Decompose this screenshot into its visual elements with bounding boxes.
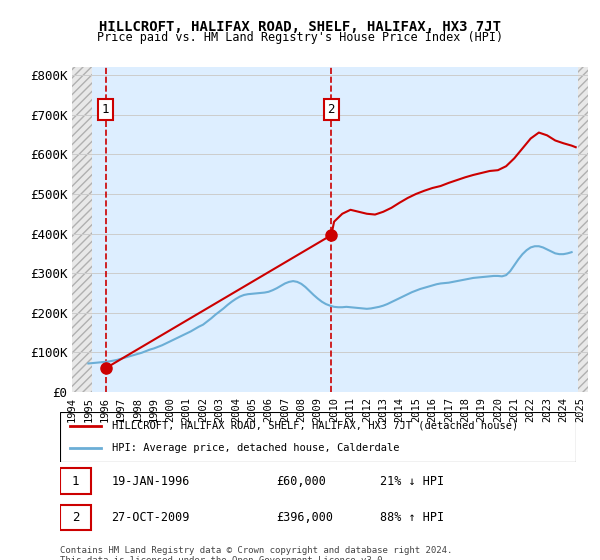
Text: 19-JAN-1996: 19-JAN-1996 <box>112 475 190 488</box>
Text: 27-OCT-2009: 27-OCT-2009 <box>112 511 190 524</box>
Text: HPI: Average price, detached house, Calderdale: HPI: Average price, detached house, Cald… <box>112 443 399 453</box>
Text: HILLCROFT, HALIFAX ROAD, SHELF, HALIFAX, HX3 7JT (detached house): HILLCROFT, HALIFAX ROAD, SHELF, HALIFAX,… <box>112 421 518 431</box>
Text: 21% ↓ HPI: 21% ↓ HPI <box>380 475 444 488</box>
Text: 2: 2 <box>328 103 335 116</box>
Text: 1: 1 <box>72 475 79 488</box>
Text: HILLCROFT, HALIFAX ROAD, SHELF, HALIFAX, HX3 7JT: HILLCROFT, HALIFAX ROAD, SHELF, HALIFAX,… <box>99 20 501 34</box>
Text: £60,000: £60,000 <box>277 475 326 488</box>
Text: Price paid vs. HM Land Registry's House Price Index (HPI): Price paid vs. HM Land Registry's House … <box>97 31 503 44</box>
Bar <box>578 67 588 392</box>
Text: 2: 2 <box>72 511 79 524</box>
Bar <box>72 67 92 392</box>
Text: £396,000: £396,000 <box>277 511 334 524</box>
Bar <box>72 67 92 392</box>
Text: 1: 1 <box>102 103 109 116</box>
Text: Contains HM Land Registry data © Crown copyright and database right 2024.
This d: Contains HM Land Registry data © Crown c… <box>60 546 452 560</box>
Text: 88% ↑ HPI: 88% ↑ HPI <box>380 511 444 524</box>
